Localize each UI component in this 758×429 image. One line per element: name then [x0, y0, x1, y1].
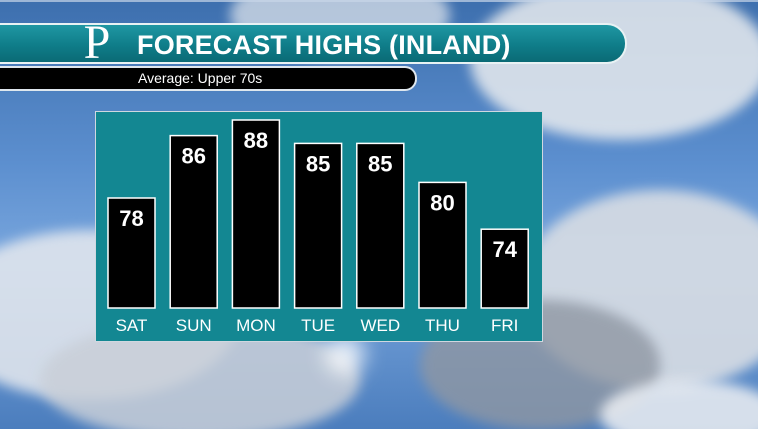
- top-frame-line: [0, 0, 758, 2]
- value-label: 85: [306, 151, 330, 176]
- category-label: WED: [360, 316, 400, 335]
- category-label: THU: [425, 316, 460, 335]
- category-label: MON: [236, 316, 276, 335]
- category-label: FRI: [491, 316, 518, 335]
- category-label: SUN: [176, 316, 212, 335]
- bar-chart: 78 SAT 86 SUN 88 MON 85 TUE 85 WED 80 THU 74 FRI: [107, 119, 529, 335]
- value-label: 86: [181, 144, 205, 169]
- station-logo: P: [83, 16, 111, 69]
- subtitle: Average: Upper 70s: [138, 70, 263, 86]
- value-label: 74: [492, 237, 517, 262]
- bar-mon: [231, 119, 281, 309]
- title-bar: [0, 23, 627, 64]
- category-label: SAT: [116, 316, 148, 335]
- bar-sun: [169, 134, 218, 309]
- bar-sat: [107, 197, 156, 309]
- value-label: 80: [430, 190, 454, 215]
- value-label: 78: [119, 206, 143, 231]
- bar-thu: [418, 181, 467, 309]
- subtitle-bar: [0, 66, 417, 91]
- category-label: TUE: [301, 316, 335, 335]
- bar-tue: [293, 142, 343, 309]
- bar-wed: [356, 142, 405, 309]
- chart-panel: 78 SAT 86 SUN 88 MON 85 TUE 85 WED 80 THU 74 FRI: [95, 111, 543, 342]
- bar-fri: [480, 228, 529, 309]
- page-title: FORECAST HIGHS (INLAND): [137, 30, 511, 60]
- value-label: 85: [368, 151, 392, 176]
- value-label: 88: [244, 128, 268, 153]
